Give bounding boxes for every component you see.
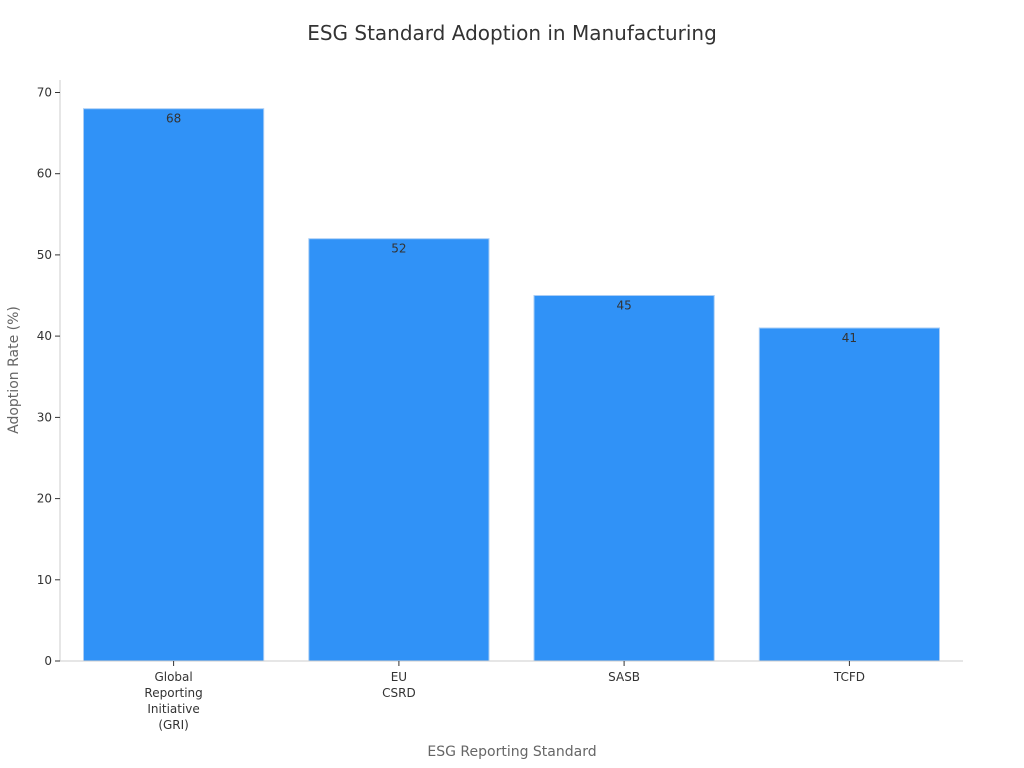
y-tick-label-0: 0: [44, 654, 52, 668]
chart-title: ESG Standard Adoption in Manufacturing: [307, 21, 717, 45]
x-tick-label-2: EU CSRD: [382, 670, 416, 700]
y-tick-label-60: 60: [37, 167, 52, 181]
bar-4: [758, 327, 940, 662]
y-axis-title: Adoption Rate (%): [6, 306, 22, 434]
x-ticks-layer: Global Reporting Initiative (GRI) EU CSRD SASB…: [144, 661, 865, 732]
y-ticks-layer: 0 10 20 30 40 50 60 70: [37, 86, 60, 668]
data-labels-layer: 68 52 45 41: [166, 112, 857, 345]
data-label-1: 68: [166, 112, 181, 126]
y-tick-label-10: 10: [37, 573, 52, 587]
x-tick-label-4: TCFD: [833, 670, 865, 684]
data-label-2: 52: [391, 242, 406, 256]
y-tick-label-20: 20: [37, 492, 52, 506]
data-label-3: 45: [616, 299, 631, 313]
y-tick-label-30: 30: [37, 410, 52, 424]
x-tick-label-3: SASB: [608, 670, 640, 684]
bar-1: [83, 108, 265, 662]
data-label-4: 41: [842, 331, 857, 345]
x-tick-label-1: Global Reporting Initiative (GRI): [144, 670, 202, 732]
bars-layer: [83, 108, 940, 662]
y-tick-label-40: 40: [37, 329, 52, 343]
y-tick-label-50: 50: [37, 248, 52, 262]
bar-3: [533, 295, 715, 662]
x-axis-title: ESG Reporting Standard: [427, 744, 596, 760]
bar-2: [308, 238, 490, 662]
y-tick-label-70: 70: [37, 86, 52, 100]
